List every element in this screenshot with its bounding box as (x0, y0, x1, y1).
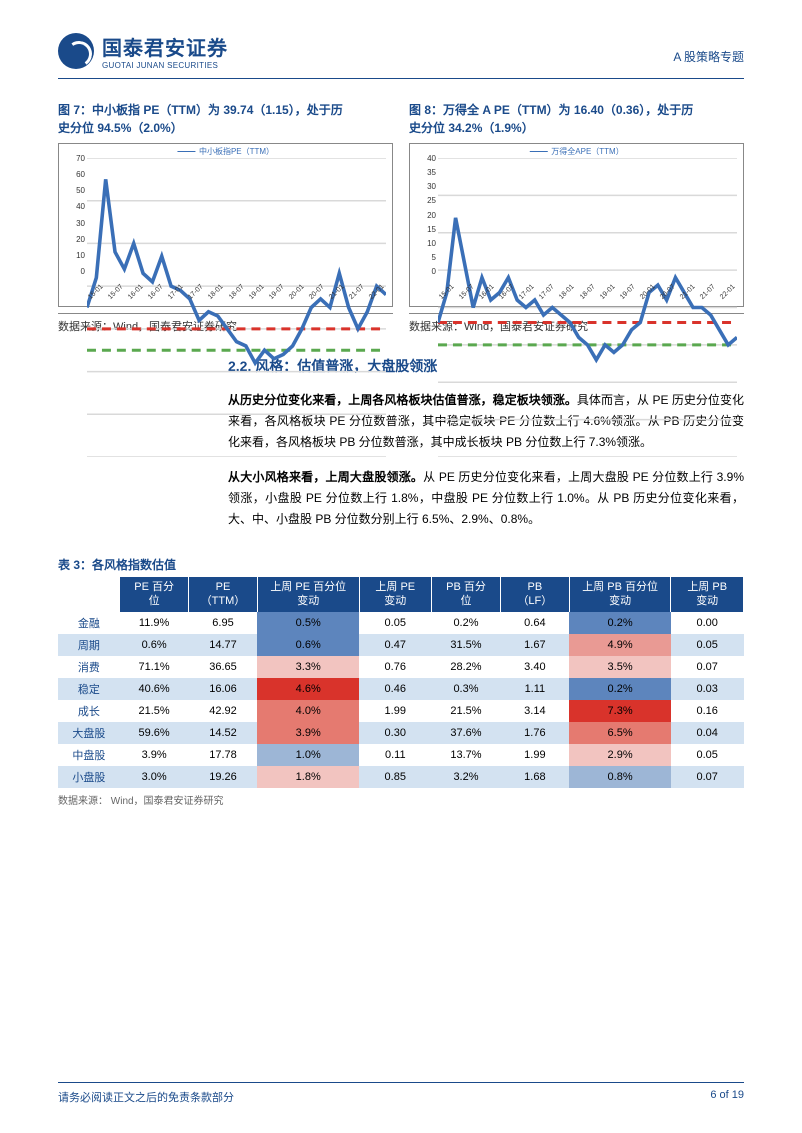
table-row: 金融11.9%6.950.5%0.050.2%0.640.2%0.00 (58, 612, 744, 634)
fig7-svg (87, 158, 386, 457)
style-index-table: PE 百分位PE（TTM）上周 PE 百分位变动上周 PE变动PB 百分位PB（… (58, 577, 744, 788)
fig8-title-l1: 图 8：万得全 A PE（TTM）为 16.40（0.36），处于历 (409, 103, 693, 117)
fig8-svg (438, 158, 737, 457)
page-header: 国泰君安证券 GUOTAI JUNAN SECURITIES A 股策略专题 (0, 0, 802, 74)
table-row: 周期0.6%14.770.6%0.4731.5%1.674.9%0.05 (58, 634, 744, 656)
paragraph-2: 从大小风格来看，上周大盘股领涨。从 PE 历史分位变化来看，上周大盘股 PE 分… (228, 467, 744, 530)
fig8-xticks: 15-0115-0716-0116-0717-0117-0718-0118-07… (438, 296, 737, 303)
figure-7: 图 7：中小板指 PE（TTM）为 39.74（1.15），处于历 史分位 94… (58, 101, 393, 334)
table-row: 稳定40.6%16.064.6%0.460.3%1.110.2%0.03 (58, 678, 744, 700)
fig7-title: 图 7：中小板指 PE（TTM）为 39.74（1.15），处于历 史分位 94… (58, 101, 393, 137)
table-row: 大盘股59.6%14.523.9%0.3037.6%1.766.5%0.04 (58, 722, 744, 744)
fig8-chart: 万得全APE（TTM） 4035302520151050 15-0115-071… (409, 143, 744, 307)
fig8-title-l2: 史分位 34.2%（1.9%） (409, 121, 534, 135)
logo-block: 国泰君安证券 GUOTAI JUNAN SECURITIES (58, 32, 228, 70)
fig8-yticks: 4035302520151050 (414, 154, 436, 276)
logo-en: GUOTAI JUNAN SECURITIES (102, 61, 228, 70)
fig8-legend: 万得全APE（TTM） (529, 146, 623, 157)
figure-row: 图 7：中小板指 PE（TTM）为 39.74（1.15），处于历 史分位 94… (58, 101, 744, 334)
doc-title: A 股策略专题 (673, 48, 744, 65)
table-title: 表 3：各风格指数估值 (58, 556, 744, 573)
logo-icon (58, 33, 94, 69)
fig7-yticks: 706050403020100 (63, 154, 85, 276)
p2-bold: 从大小风格来看，上周大盘股领涨。 (228, 470, 423, 484)
page-number: 6 of 19 (710, 1089, 744, 1105)
fig7-title-l2: 史分位 94.5%（2.0%） (58, 121, 183, 135)
table-row: 成长21.5%42.924.0%1.9921.5%3.147.3%0.16 (58, 700, 744, 722)
fig7-title-l1: 图 7：中小板指 PE（TTM）为 39.74（1.15），处于历 (58, 103, 343, 117)
fig8-title: 图 8：万得全 A PE（TTM）为 16.40（0.36），处于历 史分位 3… (409, 101, 744, 137)
table-head: PE 百分位PE（TTM）上周 PE 百分位变动上周 PE变动PB 百分位PB（… (58, 577, 744, 612)
disclaimer: 请务必阅读正文之后的免责条款部分 (58, 1089, 234, 1105)
table-row: 中盘股3.9%17.781.0%0.1113.7%1.992.9%0.05 (58, 744, 744, 766)
logo-text: 国泰君安证券 GUOTAI JUNAN SECURITIES (102, 32, 228, 70)
table-row: 消费71.1%36.653.3%0.7628.2%3.403.5%0.07 (58, 656, 744, 678)
fig7-legend: 中小板指PE（TTM） (177, 146, 274, 157)
figure-8: 图 8：万得全 A PE（TTM）为 16.40（0.36），处于历 史分位 3… (409, 101, 744, 334)
fig7-xticks: 15-0115-0716-0116-0717-0117-0718-0118-07… (87, 296, 386, 303)
table-row: 小盘股3.0%19.261.8%0.853.2%1.680.8%0.07 (58, 766, 744, 788)
fig7-chart: 中小板指PE（TTM） 706050403020100 15-0115-0716… (58, 143, 393, 307)
table-body: 金融11.9%6.950.5%0.050.2%0.640.2%0.00周期0.6… (58, 612, 744, 788)
table-source: 数据来源： Wind，国泰君安证券研究 (58, 792, 744, 807)
header-rule (58, 78, 744, 79)
logo-cn: 国泰君安证券 (102, 32, 228, 61)
page-footer: 请务必阅读正文之后的免责条款部分 6 of 19 (58, 1082, 744, 1105)
